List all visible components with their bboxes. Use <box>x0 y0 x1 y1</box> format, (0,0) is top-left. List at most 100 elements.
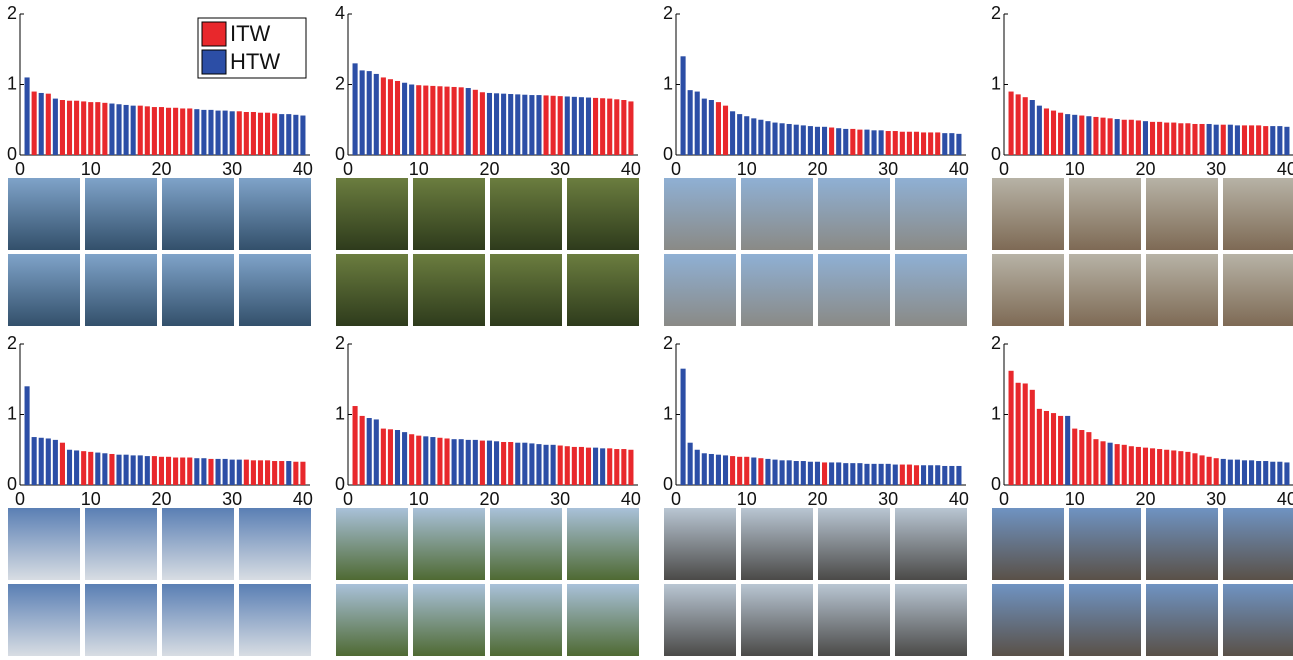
x-tick-label: 0 <box>343 159 353 179</box>
bar <box>565 446 570 485</box>
bar <box>565 96 570 155</box>
bar <box>1072 429 1077 485</box>
bar <box>1058 416 1063 485</box>
x-tick-label: 0 <box>671 489 681 509</box>
bar <box>1136 447 1141 485</box>
bar <box>544 445 549 485</box>
x-tick-label: 20 <box>479 159 499 179</box>
bar <box>1122 445 1127 485</box>
bar <box>758 120 763 155</box>
bar <box>67 101 72 155</box>
x-tick-label: 30 <box>550 489 570 509</box>
x-tick-label: 0 <box>999 159 1009 179</box>
bar <box>822 462 827 485</box>
x-tick-label: 40 <box>621 489 641 509</box>
bar <box>74 450 79 485</box>
thumbnail <box>1223 508 1293 580</box>
bar <box>279 114 284 155</box>
bar <box>709 454 714 485</box>
bar <box>1086 116 1091 155</box>
thumbnail <box>162 584 234 656</box>
bar <box>124 455 129 485</box>
bar <box>374 419 379 485</box>
y-tick-label: 2 <box>335 333 345 353</box>
bar <box>1079 116 1084 155</box>
bar <box>829 128 834 155</box>
bar <box>272 113 277 155</box>
bar <box>1242 460 1247 485</box>
thumbnail <box>1069 508 1141 580</box>
bar <box>758 458 763 485</box>
bar <box>138 106 143 155</box>
bar <box>360 70 365 155</box>
bar <box>900 465 905 485</box>
thumbnail <box>1069 254 1141 326</box>
bar <box>116 455 121 485</box>
bar <box>1256 125 1261 155</box>
bar <box>1263 461 1268 485</box>
bar <box>702 453 707 485</box>
bar <box>187 458 192 485</box>
bar <box>388 79 393 155</box>
bar <box>1256 461 1261 485</box>
bar <box>444 87 449 155</box>
bar <box>1129 120 1134 155</box>
bar <box>1044 411 1049 485</box>
bar <box>173 108 178 155</box>
thumbnail <box>818 584 890 656</box>
bar <box>836 128 841 155</box>
thumbnail <box>664 178 736 250</box>
bar <box>279 461 284 485</box>
bar <box>529 443 534 485</box>
bar <box>1009 371 1014 485</box>
bar <box>709 100 714 155</box>
bar <box>857 130 862 155</box>
thumbnail <box>1146 584 1218 656</box>
bar <box>1150 122 1155 155</box>
bar <box>208 110 213 155</box>
thumbnail <box>818 254 890 326</box>
y-tick-label: 1 <box>335 403 345 423</box>
bar <box>46 438 51 485</box>
bar <box>1228 125 1233 155</box>
x-tick-label: 10 <box>409 159 429 179</box>
bar <box>444 438 449 485</box>
thumbnail <box>336 508 408 580</box>
bar <box>1023 97 1028 155</box>
thumbnail <box>490 254 562 326</box>
thumbnail <box>85 178 157 250</box>
bar <box>723 455 728 485</box>
bar <box>1178 451 1183 485</box>
thumbnail <box>567 178 639 250</box>
bar <box>258 113 263 155</box>
x-tick-label: 20 <box>1135 159 1155 179</box>
bar <box>237 111 242 155</box>
bar <box>815 462 820 485</box>
bar <box>367 71 372 155</box>
thumbnail <box>818 178 890 250</box>
bar <box>131 455 136 485</box>
bar <box>230 460 235 485</box>
bar <box>1270 126 1275 155</box>
bar <box>815 127 820 155</box>
bar <box>286 114 291 155</box>
thumbnail <box>85 254 157 326</box>
bar <box>822 127 827 155</box>
bar <box>593 98 598 155</box>
bar <box>1200 455 1205 485</box>
bar <box>1235 460 1240 485</box>
bar <box>628 450 633 485</box>
bar <box>681 56 686 155</box>
bar <box>39 93 44 155</box>
bar <box>159 457 164 485</box>
x-tick-label: 10 <box>81 489 101 509</box>
legend-swatch <box>202 50 226 74</box>
bar <box>25 386 30 485</box>
x-tick-label: 20 <box>151 159 171 179</box>
bar <box>1122 120 1127 155</box>
bar <box>459 87 464 155</box>
bar <box>695 450 700 485</box>
bar <box>395 430 400 485</box>
bar <box>487 93 492 155</box>
y-tick-label: 2 <box>991 3 1001 23</box>
